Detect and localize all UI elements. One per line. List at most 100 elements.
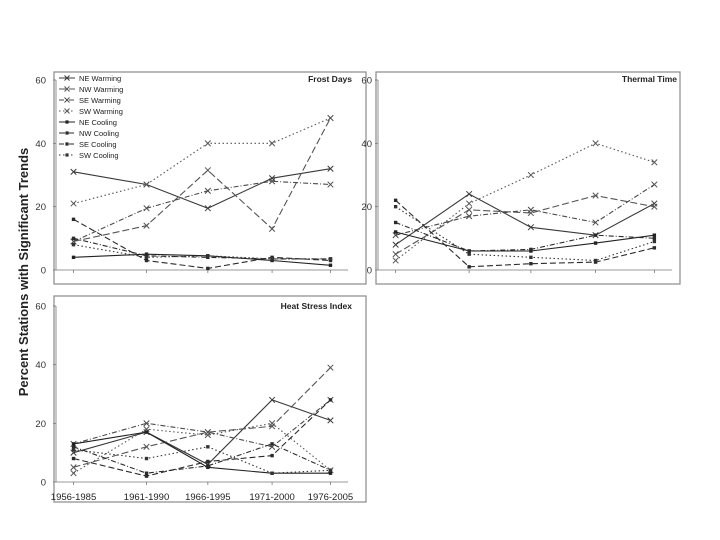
data-point xyxy=(70,168,77,175)
data-point xyxy=(143,420,150,427)
legend-item: NW Warming xyxy=(59,85,123,94)
data-point xyxy=(651,181,658,188)
data-point xyxy=(593,233,598,237)
panel-title: Frost Days xyxy=(308,74,352,84)
data-point xyxy=(652,236,657,241)
series-line-sw-cooling xyxy=(73,244,331,260)
data-point xyxy=(206,445,210,449)
data-point xyxy=(328,263,333,267)
data-point xyxy=(70,449,77,456)
data-point xyxy=(70,464,77,471)
y-tick-label: 60 xyxy=(361,76,372,87)
data-point xyxy=(592,140,599,147)
data-point xyxy=(467,265,471,269)
data-point xyxy=(593,241,598,245)
data-point xyxy=(270,257,274,261)
data-point xyxy=(204,167,211,174)
data-point xyxy=(327,181,334,188)
data-point xyxy=(144,474,149,478)
y-tick-label: 60 xyxy=(35,302,46,313)
data-point xyxy=(465,213,473,220)
data-point xyxy=(204,187,211,194)
data-point xyxy=(268,178,276,185)
data-point xyxy=(467,252,471,256)
legend-label: NE Cooling xyxy=(79,118,117,127)
legend-label: NE Warming xyxy=(79,74,121,83)
legend-label: SE Cooling xyxy=(79,140,117,149)
data-point xyxy=(393,230,398,234)
series-line-se-warming xyxy=(395,184,655,236)
series-line-nw-cooling xyxy=(395,199,655,268)
data-point xyxy=(71,236,76,241)
y-tick-label: 0 xyxy=(367,266,372,277)
series-line-nw-warming xyxy=(73,367,331,468)
data-point xyxy=(328,257,333,261)
data-point xyxy=(527,224,535,231)
legend-item: SW Cooling xyxy=(59,151,119,160)
data-point xyxy=(393,220,398,225)
data-point xyxy=(143,222,150,229)
data-point xyxy=(206,464,210,468)
series-line-se-cooling xyxy=(73,443,331,474)
data-point xyxy=(206,254,210,258)
data-point xyxy=(144,456,149,461)
panel-frame xyxy=(53,71,367,285)
data-point xyxy=(70,470,77,477)
panel-frame xyxy=(375,71,681,285)
legend-item: SE Warming xyxy=(59,96,121,105)
data-point xyxy=(592,219,599,226)
data-point xyxy=(327,114,334,122)
series-line-nw-warming xyxy=(395,195,655,255)
data-point xyxy=(143,426,150,433)
data-point xyxy=(392,232,399,239)
data-point xyxy=(71,456,76,461)
data-point xyxy=(327,417,334,424)
data-point xyxy=(144,255,149,260)
data-point xyxy=(465,200,473,207)
data-point xyxy=(652,246,657,250)
data-point xyxy=(143,205,150,212)
data-point xyxy=(144,471,149,475)
data-point xyxy=(268,396,276,404)
data-point xyxy=(206,459,210,464)
data-point xyxy=(204,140,211,147)
y-tick-label: 60 xyxy=(35,76,46,87)
data-point xyxy=(328,468,333,472)
data-point xyxy=(392,251,399,258)
data-point xyxy=(651,159,658,166)
data-point xyxy=(465,206,473,213)
series-line-nw-warming xyxy=(73,117,331,243)
chart-panel-3: 0 20 40 60 1956-1985 1961-1990 1966-1995 1971-2… xyxy=(35,295,367,503)
y-tick-label: 20 xyxy=(35,202,46,213)
y-tick-label: 0 xyxy=(41,266,46,277)
legend-item: NW Cooling xyxy=(59,129,119,138)
data-point xyxy=(527,171,535,179)
x-tick-label: 1956-1985 xyxy=(51,492,96,503)
legend-label: SW Warming xyxy=(79,107,123,116)
data-point xyxy=(268,225,276,232)
y-tick-label: 40 xyxy=(361,139,372,150)
series-line-sw-warming xyxy=(73,422,331,474)
y-tick-label: 0 xyxy=(41,478,46,489)
data-point xyxy=(327,165,334,172)
data-point xyxy=(204,431,211,439)
legend-item: SW Warming xyxy=(59,107,123,116)
legend-item: NE Warming xyxy=(59,74,121,83)
data-point xyxy=(144,258,149,263)
legend-label: SE Warming xyxy=(79,96,121,105)
y-tick-label: 20 xyxy=(361,202,372,213)
data-point xyxy=(71,445,76,449)
data-point xyxy=(593,258,598,263)
data-point xyxy=(71,242,76,247)
chart-panel-1: 0 20 40 60 Frost Days NE Warming NW Warming SE … xyxy=(35,71,367,285)
chart-panel-2: 0 20 40 60 Thermal Time xyxy=(361,71,681,285)
data-point xyxy=(268,420,276,427)
data-point xyxy=(652,239,657,244)
data-point xyxy=(70,200,77,207)
data-point xyxy=(71,442,76,446)
data-point xyxy=(529,255,533,260)
x-tick-label: 1971-2000 xyxy=(249,492,294,503)
data-point xyxy=(529,247,533,252)
data-point xyxy=(393,204,398,209)
